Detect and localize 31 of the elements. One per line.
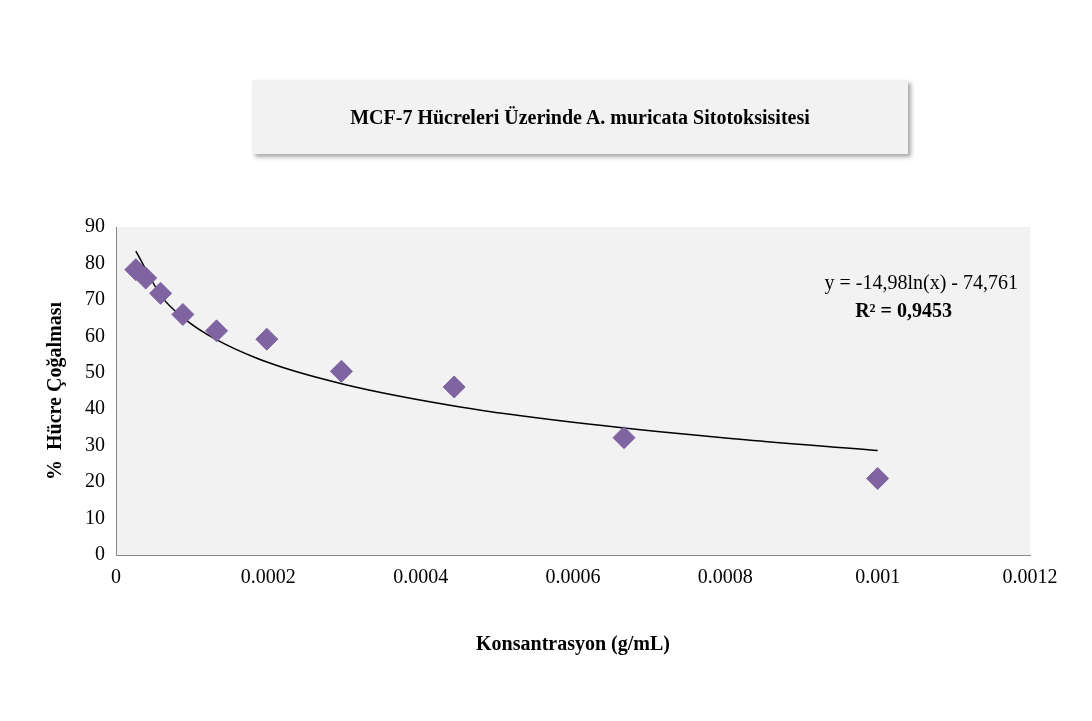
point (255, 327, 279, 351)
x-tick-label: 0.001 (855, 565, 901, 588)
y-tick-label: 10 (85, 505, 105, 528)
y-tick-label: 50 (85, 360, 105, 383)
y-tick-label: 20 (85, 469, 105, 492)
y-tick-label: 40 (85, 396, 105, 419)
x-tick-label: 0.0012 (1002, 565, 1058, 588)
annotation: R² = 0,9453 (855, 299, 952, 322)
y-tick-label: 0 (95, 542, 105, 565)
chart-title: MCF-7 Hücreleri Üzerinde A. muricata Sitotoksisitesi (252, 80, 908, 154)
point (329, 359, 353, 383)
point (866, 466, 890, 490)
x-axis-title: Konsantrasyon (g/mL) (476, 632, 670, 656)
x-tick-label: 0.0004 (393, 565, 449, 588)
y-tick-label: 70 (85, 287, 105, 310)
y-tick-label: 90 (85, 214, 105, 237)
point (149, 281, 173, 305)
x-tick-label: 0.0006 (545, 565, 601, 588)
point (612, 426, 636, 450)
point (171, 302, 195, 326)
x-tick-label: 0 (111, 565, 121, 588)
y-tick-label: 30 (85, 432, 105, 455)
y-axis-title: % Hücre Çoğalması (43, 301, 67, 480)
point (205, 319, 229, 343)
x-tick-label: 0.0008 (697, 565, 753, 588)
point (442, 375, 466, 399)
point (134, 266, 158, 290)
y-tick-label: 80 (85, 250, 105, 273)
y-tick-label: 60 (85, 323, 105, 346)
x-tick-label: 0.0002 (240, 565, 296, 588)
annotation: y = -14,98ln(x) - 74,761 (824, 271, 1018, 295)
